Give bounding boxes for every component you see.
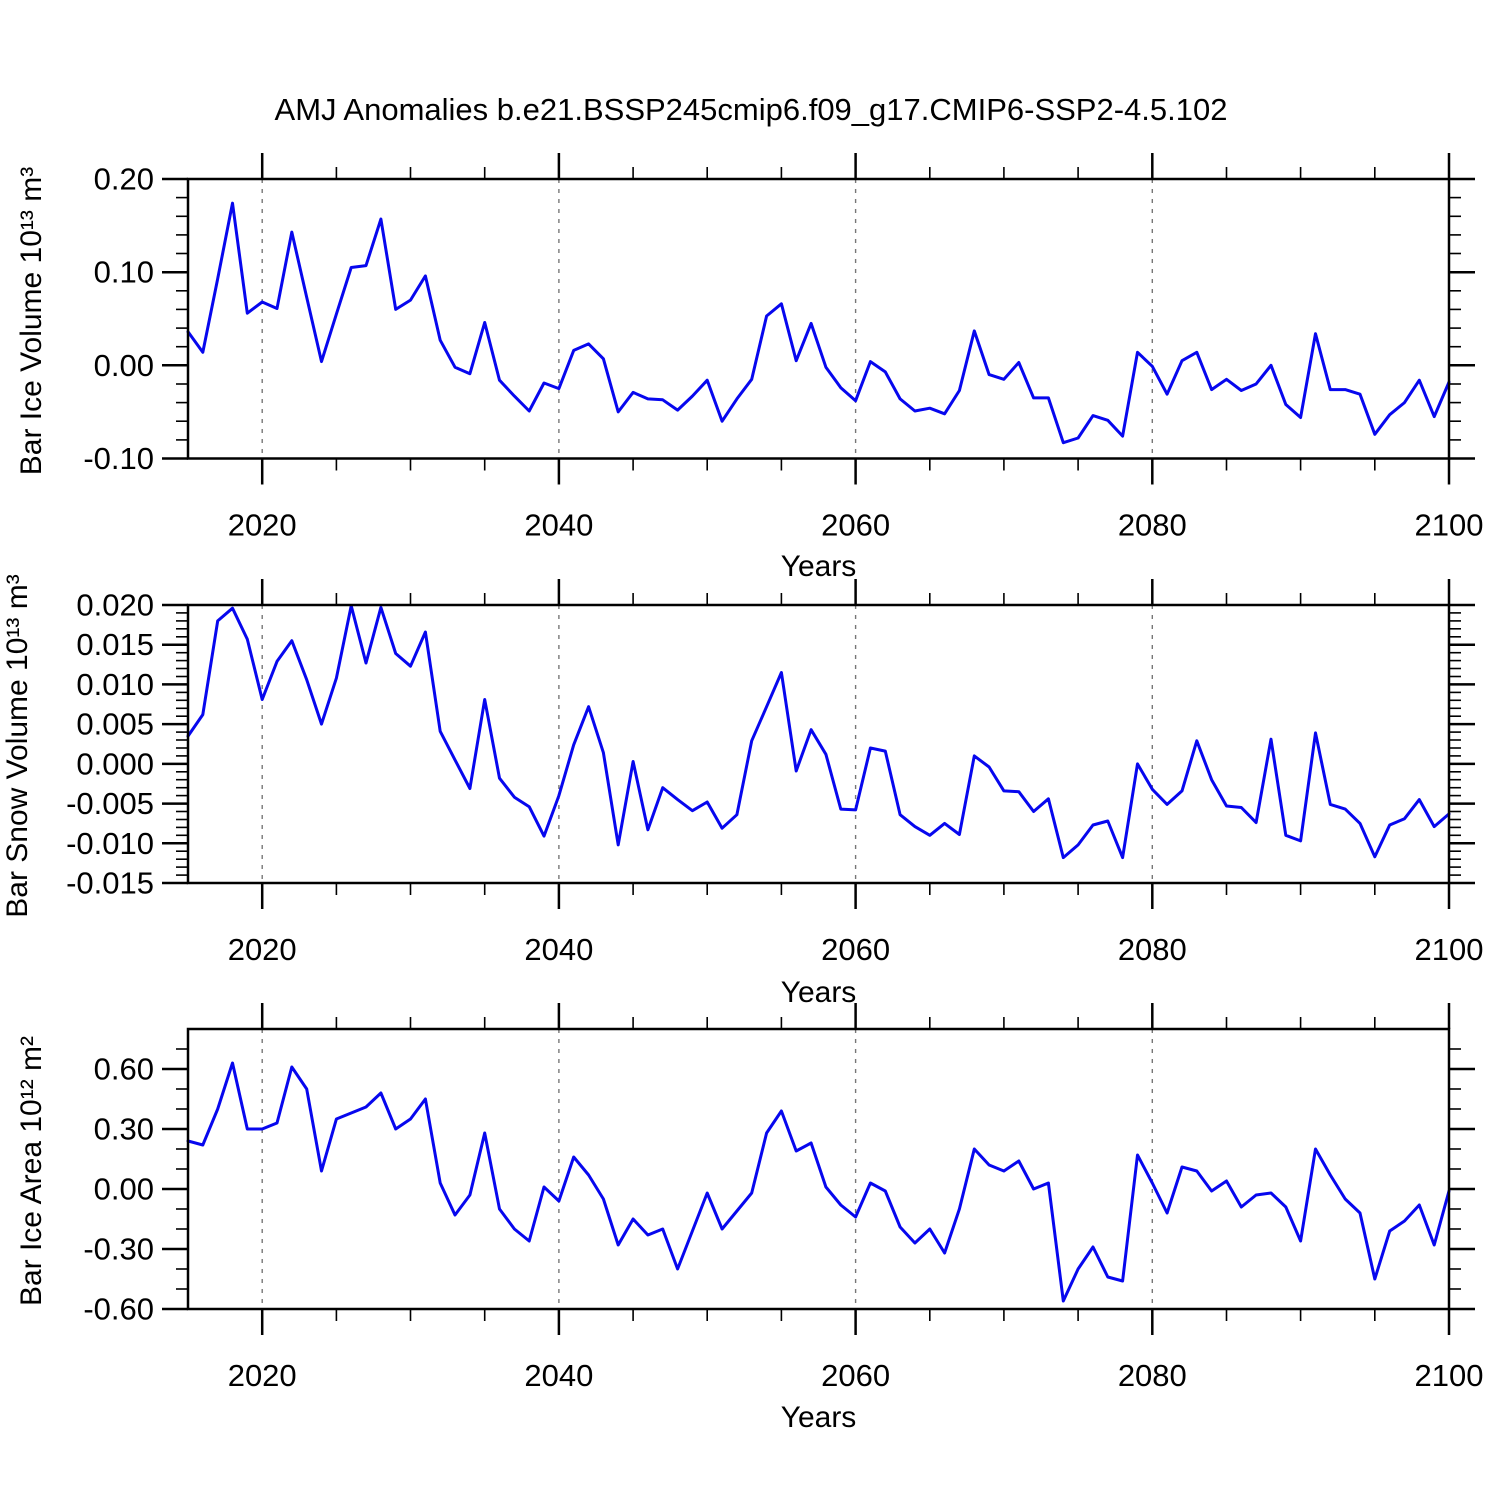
y-tick-label: -0.30 bbox=[83, 1232, 154, 1267]
y-tick-label: 0.000 bbox=[76, 746, 154, 781]
y-tick-label: 0.60 bbox=[94, 1052, 154, 1087]
x-tick-label: 2080 bbox=[1118, 508, 1187, 543]
y-tick-label: -0.005 bbox=[66, 786, 154, 821]
y-tick-label: 0.015 bbox=[76, 627, 154, 662]
data-line-bottom-panel bbox=[186, 1061, 1451, 1303]
x-tick-label: 2060 bbox=[821, 1358, 890, 1393]
y-tick-label: 0.30 bbox=[94, 1112, 154, 1147]
y-tick-label: 0.00 bbox=[94, 1172, 154, 1207]
x-tick-label: 2060 bbox=[821, 508, 890, 543]
x-tick-label: 2060 bbox=[821, 932, 890, 967]
y-tick-label: 0.005 bbox=[76, 707, 154, 742]
x-tick-label: 2040 bbox=[524, 508, 593, 543]
x-tick-label: 2080 bbox=[1118, 1358, 1187, 1393]
y-tick-label: -0.10 bbox=[83, 441, 154, 476]
data-line-top-panel bbox=[186, 201, 1451, 445]
x-axis-label-top-panel: Years bbox=[780, 550, 857, 583]
x-tick-label: 2040 bbox=[524, 932, 593, 967]
panel-border-top bbox=[186, 177, 1451, 460]
y-tick-label: 0.010 bbox=[76, 667, 154, 702]
chart-title: AMJ Anomalies b.e21.BSSP245cmip6.f09_g17… bbox=[274, 92, 1228, 127]
x-tick-label: 2020 bbox=[228, 932, 297, 967]
y-tick-label: 0.020 bbox=[76, 588, 154, 623]
x-tick-label: 2020 bbox=[228, 1358, 297, 1393]
x-tick-label: 2100 bbox=[1415, 508, 1484, 543]
y-tick-label: 0.20 bbox=[94, 162, 154, 197]
x-axis-label-middle-panel: Years bbox=[780, 976, 857, 1009]
data-line-middle-panel bbox=[186, 604, 1451, 860]
y-tick-label: 0.10 bbox=[94, 255, 154, 290]
x-tick-label: 2020 bbox=[228, 508, 297, 543]
x-tick-label: 2100 bbox=[1415, 1358, 1484, 1393]
y-tick-label: 0.00 bbox=[94, 348, 154, 383]
x-axis-label-bottom-panel: Years bbox=[780, 1401, 857, 1434]
y-tick-label: -0.60 bbox=[83, 1292, 154, 1327]
y-tick-label: -0.010 bbox=[66, 826, 154, 861]
x-tick-label: 2040 bbox=[524, 1358, 593, 1393]
panel-border-middle bbox=[186, 603, 1451, 885]
x-tick-label: 2080 bbox=[1118, 932, 1187, 967]
x-tick-label: 2100 bbox=[1415, 932, 1484, 967]
y-tick-label: -0.015 bbox=[66, 866, 154, 901]
